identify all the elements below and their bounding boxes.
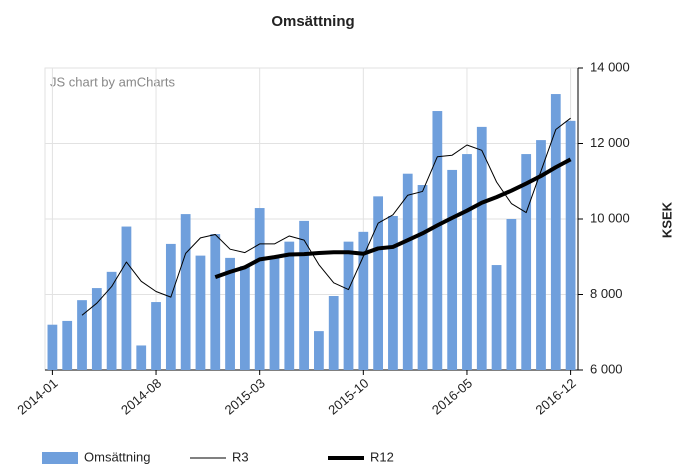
x-tick-label: 2014-08 <box>118 375 164 417</box>
bar <box>269 257 280 370</box>
bar <box>328 296 339 370</box>
bar <box>239 266 250 370</box>
chart-title: Omsättning <box>271 13 354 30</box>
legend-label: R12 <box>370 449 394 464</box>
bar <box>402 173 413 370</box>
x-tick-label: 2014-01 <box>14 375 60 417</box>
x-tick-label: 2015-10 <box>325 375 371 417</box>
y-tick-label: 8 000 <box>590 286 623 301</box>
y-axis-label: KSEK <box>659 201 674 238</box>
bar <box>180 214 191 370</box>
y-tick-label: 12 000 <box>590 135 630 150</box>
bar <box>151 302 161 370</box>
bar <box>462 154 472 370</box>
bar <box>550 94 561 371</box>
bar <box>388 215 398 370</box>
bar <box>91 288 102 370</box>
bar <box>225 257 235 370</box>
bar <box>299 220 309 370</box>
bar <box>165 243 176 370</box>
bar <box>47 324 58 370</box>
bar <box>77 300 87 370</box>
x-tick-label: 2016-05 <box>429 375 475 417</box>
bar <box>521 154 532 370</box>
bar <box>121 226 132 370</box>
y-tick-label: 10 000 <box>590 210 630 225</box>
bar <box>284 241 295 370</box>
bar <box>417 185 428 370</box>
bar <box>565 120 576 370</box>
bar <box>447 169 458 370</box>
x-tick-label: 2015-03 <box>222 375 268 417</box>
legend-label: Omsättning <box>84 449 150 464</box>
bar <box>314 331 324 370</box>
line <box>81 117 571 316</box>
legend-label: R3 <box>232 449 249 464</box>
line <box>214 157 572 280</box>
bar <box>358 231 369 370</box>
bar <box>136 345 147 370</box>
bar <box>536 140 546 370</box>
bar <box>62 320 73 370</box>
bar <box>476 126 487 370</box>
y-tick-label: 6 000 <box>590 361 623 376</box>
bar <box>106 271 117 370</box>
bar <box>491 265 502 370</box>
bar <box>195 255 206 370</box>
bar <box>254 208 265 370</box>
x-tick-label: 2016-12 <box>533 375 579 417</box>
bar <box>343 241 354 370</box>
y-tick-label: 14 000 <box>590 59 630 74</box>
legend-swatch <box>42 452 78 464</box>
watermark: JS chart by amCharts <box>50 74 175 89</box>
bar <box>373 196 384 370</box>
bar <box>432 111 443 370</box>
bar <box>506 219 517 370</box>
bar <box>210 234 221 370</box>
